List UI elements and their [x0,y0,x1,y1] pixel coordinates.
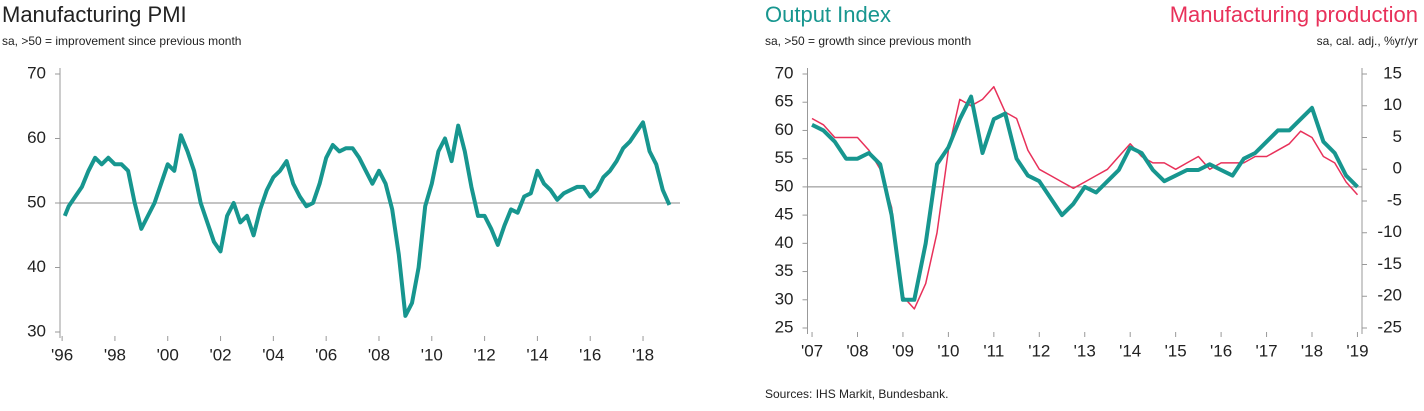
x-tick-label: '10 [937,341,959,360]
x-tick-label: '08 [368,345,390,364]
legend-title: Output Index [765,2,891,27]
legend-title: Manufacturing production [1170,2,1418,27]
x-tick-label: '09 [892,341,914,360]
x-tick-label: '11 [983,341,1004,360]
x-tick-label: '00 [157,345,179,364]
x-tick-label: '10 [421,345,443,364]
x-tick-label: '16 [579,345,601,364]
x-tick-label: '13 [1074,341,1096,360]
chart-title: Manufacturing PMI [2,2,187,27]
x-tick-label: '14 [1119,341,1141,360]
series-line [811,94,1359,302]
y2-tick-label: 10 [1383,95,1402,114]
y-tick-label: 35 [775,261,794,280]
x-tick-label: '08 [846,341,868,360]
x-tick-label: '07 [801,341,823,360]
y2-tick-label: -20 [1377,286,1402,305]
y-tick-label: 55 [775,148,794,167]
y-tick-label: 40 [775,233,794,252]
x-tick-label: '96 [51,345,73,364]
y2-tick-label: -10 [1377,222,1402,241]
y-tick-label: 30 [775,289,794,308]
y2-tick-label: -25 [1377,317,1402,336]
x-tick-label: '14 [526,345,548,364]
y-tick-label: 25 [775,317,794,336]
y-tick-label: 70 [775,63,794,82]
y-tick-label: 50 [27,192,46,211]
x-tick-label: '04 [262,345,284,364]
y-tick-label: 50 [775,176,794,195]
y2-tick-label: -15 [1377,254,1402,273]
x-tick-label: '19 [1346,341,1368,360]
x-tick-label: '98 [104,345,126,364]
chart-subtitle: sa, >50 = improvement since previous mon… [2,34,241,48]
series-line [811,85,1359,310]
x-tick-label: '02 [209,345,231,364]
x-tick-label: '17 [1255,341,1277,360]
x-tick-label: '12 [1028,341,1050,360]
y-tick-label: 30 [27,321,46,340]
x-tick-label: '06 [315,345,337,364]
x-tick-label: '18 [1301,341,1323,360]
chart-subtitle: sa, >50 = growth since previous month [765,34,971,48]
x-tick-label: '16 [1210,341,1232,360]
y-tick-label: 60 [775,120,794,139]
y-tick-label: 40 [27,257,46,276]
y2-tick-label: 0 [1393,159,1402,178]
series-line [62,120,672,318]
y2-tick-label: -5 [1387,190,1402,209]
x-tick-label: '12 [474,345,496,364]
y-tick-label: 70 [27,63,46,82]
y2-tick-label: 5 [1393,127,1402,146]
x-tick-label: '15 [1165,341,1187,360]
chart-subtitle: sa, cal. adj., %yr/yr [1317,34,1418,48]
y-tick-label: 65 [775,92,794,111]
x-tick-label: '18 [632,345,654,364]
source: Sources: IHS Markit, Bundesbank. [765,387,948,401]
y2-tick-label: 15 [1383,63,1402,82]
y-tick-label: 60 [27,128,46,147]
y-tick-label: 45 [775,205,794,224]
